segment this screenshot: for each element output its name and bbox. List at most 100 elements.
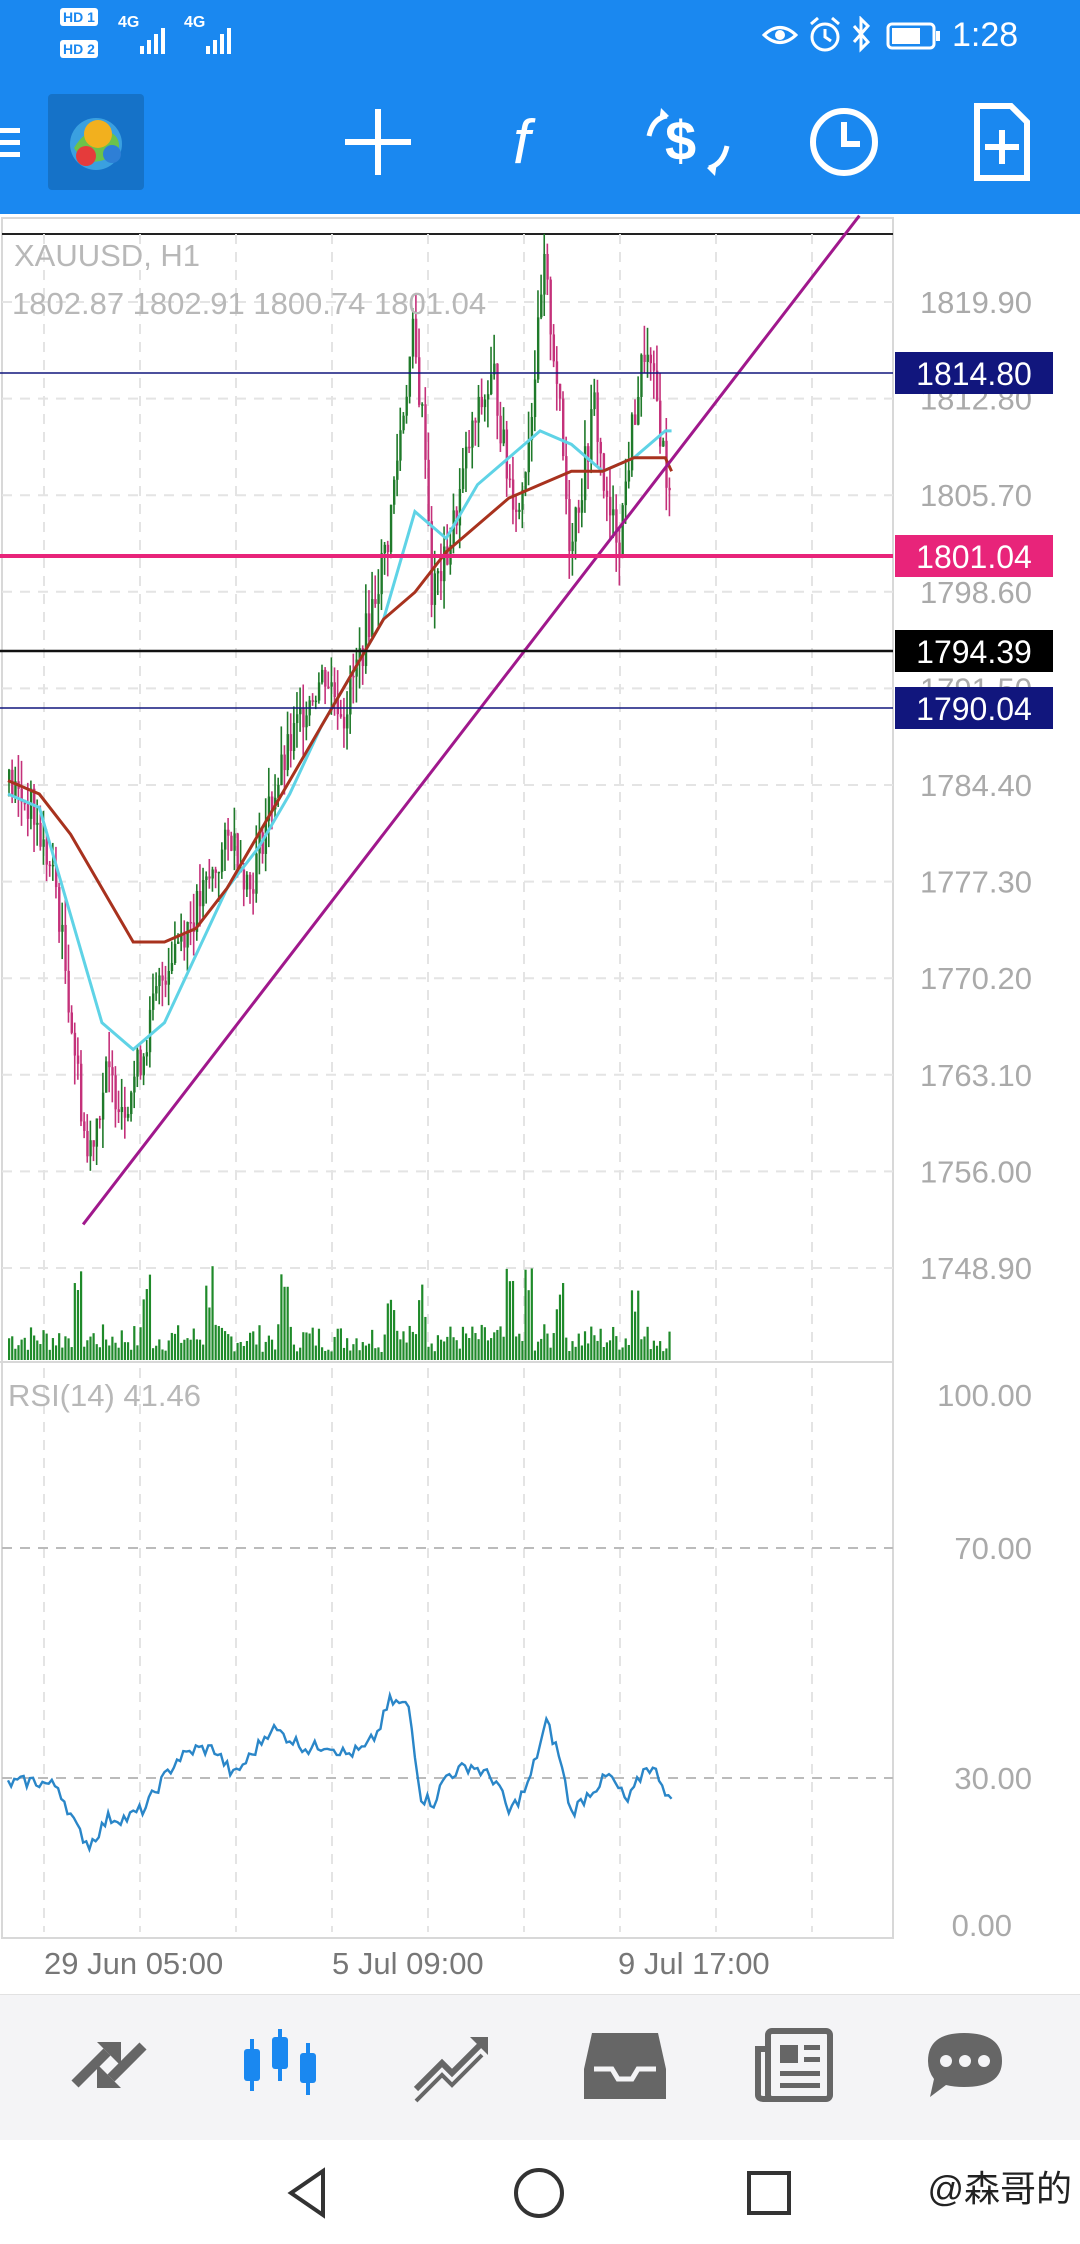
volume-bar bbox=[136, 1345, 139, 1360]
crosshair-button[interactable] bbox=[318, 82, 438, 202]
volume-bar bbox=[624, 1338, 627, 1360]
volume-bar bbox=[148, 1274, 152, 1360]
volume-bar bbox=[8, 1338, 11, 1360]
volume-bar bbox=[374, 1348, 377, 1360]
volume-bar bbox=[364, 1345, 368, 1360]
candle-body bbox=[114, 1075, 117, 1110]
volume-bar bbox=[158, 1339, 161, 1360]
network-label-1: 4G bbox=[118, 14, 140, 31]
volume-bar bbox=[508, 1281, 511, 1360]
candle-body bbox=[621, 505, 624, 559]
candle-body bbox=[668, 487, 671, 491]
volume-bar bbox=[352, 1344, 355, 1360]
candle-body bbox=[330, 682, 333, 687]
volume-bar bbox=[530, 1268, 533, 1360]
volume-bar bbox=[421, 1284, 424, 1360]
volume-bar bbox=[640, 1339, 643, 1360]
price-tick-9: 1756.00 bbox=[920, 1154, 1032, 1189]
candle-body bbox=[577, 507, 581, 513]
candle-body bbox=[299, 707, 302, 715]
volume-bar bbox=[267, 1335, 270, 1360]
volume-bar bbox=[79, 1271, 83, 1360]
chart-area[interactable]: 1819.901812.801805.701798.601791.501784.… bbox=[0, 214, 1080, 1994]
news-icon bbox=[755, 2028, 833, 2102]
volume-bar bbox=[164, 1350, 167, 1360]
nav-history[interactable] bbox=[560, 2015, 690, 2115]
nav-news[interactable] bbox=[732, 2015, 862, 2115]
crosshair-icon bbox=[345, 109, 411, 175]
volume-bar bbox=[58, 1333, 61, 1360]
candle-body bbox=[637, 396, 640, 425]
price-chart[interactable]: 1819.901812.801805.701798.601791.501784.… bbox=[0, 214, 1080, 1994]
volume-bar bbox=[652, 1340, 655, 1360]
recents-button[interactable] bbox=[724, 2158, 814, 2228]
candle-body bbox=[352, 675, 355, 678]
volume-bar bbox=[120, 1330, 123, 1360]
timeframe-button[interactable] bbox=[784, 82, 904, 202]
volume-bar bbox=[655, 1345, 659, 1360]
volume-bar bbox=[349, 1350, 352, 1360]
volume-bar bbox=[612, 1326, 615, 1360]
volume-bar bbox=[139, 1327, 142, 1360]
signal-icon-2 bbox=[206, 28, 231, 54]
volume-bar bbox=[568, 1351, 571, 1360]
volume-bar bbox=[311, 1327, 314, 1360]
candle-body bbox=[436, 571, 440, 574]
back-button[interactable] bbox=[264, 2158, 354, 2228]
candle-body bbox=[61, 924, 64, 932]
volume-bar bbox=[227, 1334, 230, 1360]
volume-bar bbox=[211, 1266, 214, 1360]
candle-body bbox=[76, 1055, 80, 1064]
candle-body bbox=[283, 754, 286, 771]
trade-button[interactable]: $ bbox=[628, 82, 748, 202]
volume-bar bbox=[83, 1346, 86, 1360]
volume-bar bbox=[630, 1290, 634, 1360]
function-glyph: f bbox=[513, 108, 536, 177]
volume-bar bbox=[558, 1294, 562, 1360]
new-order-button[interactable] bbox=[942, 82, 1062, 202]
volume-bar bbox=[590, 1326, 593, 1360]
volume-bar bbox=[615, 1336, 618, 1360]
nav-chart[interactable] bbox=[216, 2015, 346, 2115]
candle-body bbox=[527, 440, 530, 473]
volume-bar bbox=[536, 1341, 540, 1360]
menu-button[interactable] bbox=[0, 82, 50, 202]
candle-body bbox=[73, 1032, 77, 1056]
volume-bar bbox=[133, 1326, 136, 1360]
candle-body bbox=[493, 363, 496, 375]
nav-trade[interactable] bbox=[388, 2015, 518, 2115]
candle-body bbox=[652, 363, 656, 371]
volume-bar bbox=[155, 1345, 158, 1360]
volume-bar bbox=[286, 1286, 289, 1360]
volume-bar bbox=[402, 1331, 405, 1360]
volume-bar bbox=[223, 1331, 227, 1360]
indicators-button[interactable]: f bbox=[472, 82, 592, 202]
candle-body bbox=[536, 317, 540, 380]
volume-bar bbox=[89, 1336, 92, 1360]
sim1-badge: HD 1 bbox=[60, 8, 98, 26]
candle-body bbox=[242, 869, 246, 890]
candle-body bbox=[590, 409, 593, 462]
volume-bar bbox=[449, 1326, 452, 1360]
volume-bar bbox=[327, 1349, 330, 1360]
rsi-tick-30: 30.00 bbox=[954, 1761, 1032, 1796]
volume-bar bbox=[621, 1347, 624, 1360]
volume-bar bbox=[490, 1338, 493, 1360]
nav-quotes[interactable] bbox=[44, 2015, 174, 2115]
candle-body bbox=[552, 334, 556, 362]
volume-bar bbox=[289, 1326, 292, 1360]
volume-bar bbox=[540, 1338, 543, 1360]
price-tick-7: 1770.20 bbox=[920, 961, 1032, 996]
nav-chat[interactable] bbox=[900, 2015, 1030, 2115]
app-logo[interactable] bbox=[48, 94, 144, 190]
candle-body bbox=[155, 986, 158, 994]
candle-body bbox=[170, 962, 174, 972]
candle-body bbox=[252, 889, 255, 894]
rsi-tick-70: 70.00 bbox=[954, 1531, 1032, 1566]
candle-body bbox=[508, 478, 512, 481]
candle-body bbox=[374, 599, 377, 604]
home-button[interactable] bbox=[494, 2158, 584, 2228]
volume-bar bbox=[20, 1339, 23, 1360]
system-navigation: @森哥的 bbox=[0, 2140, 1080, 2244]
candle-body bbox=[58, 887, 61, 932]
